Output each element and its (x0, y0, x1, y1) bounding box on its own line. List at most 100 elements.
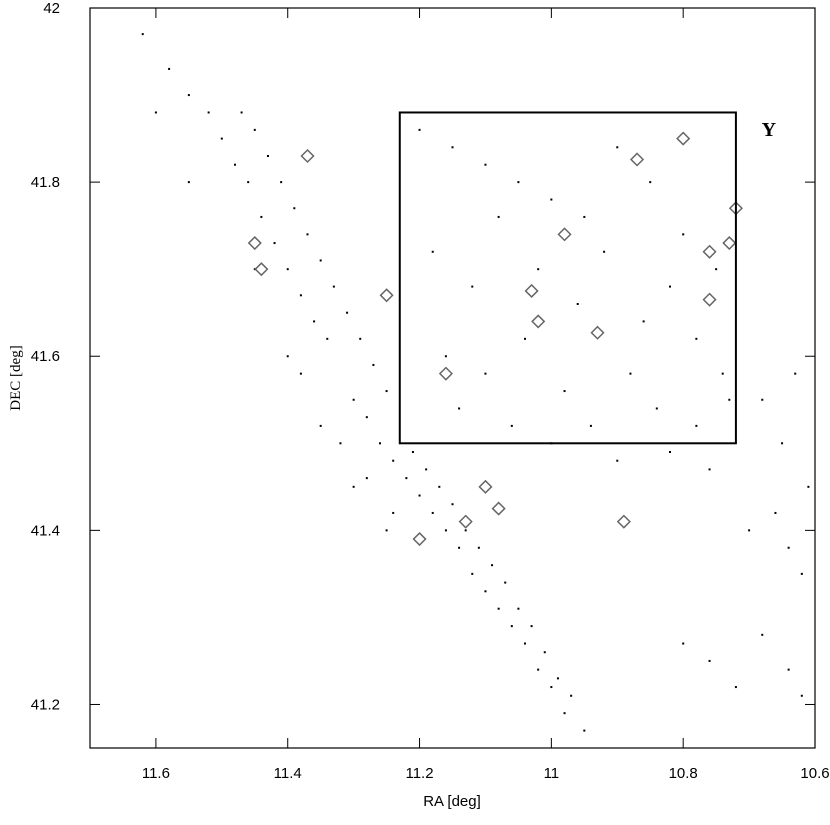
star-dot (372, 363, 375, 366)
star-dot (807, 485, 810, 488)
diamond-marker (702, 244, 717, 259)
star-dot (313, 320, 316, 323)
star-dot (576, 303, 579, 305)
diamond-marker (438, 366, 453, 381)
star-dot (385, 390, 388, 393)
star-dot (649, 181, 652, 184)
region-box (398, 111, 737, 445)
star-dot (510, 424, 513, 427)
star-dot (497, 607, 500, 610)
star-dot (471, 285, 474, 288)
star-dot (286, 268, 289, 271)
star-dot (774, 511, 777, 514)
diamond-marker (254, 262, 269, 277)
star-dot (787, 546, 790, 549)
star-dot (550, 198, 553, 201)
star-dot (379, 442, 381, 445)
star-dot (154, 111, 157, 114)
x-tick-label: 11.6 (142, 765, 170, 782)
diamond-marker (676, 131, 691, 146)
star-dot (253, 128, 256, 131)
star-dot (405, 477, 408, 480)
star-dot (359, 337, 362, 340)
diamond-marker (531, 314, 546, 329)
star-dot (721, 372, 724, 375)
star-dot (794, 372, 797, 375)
x-tick-label: 11.2 (405, 765, 433, 782)
star-dot (306, 233, 309, 236)
star-dot (240, 111, 243, 114)
x-tick-label: 11.4 (274, 765, 302, 782)
star-dot (761, 633, 764, 636)
star-dot (563, 390, 566, 393)
star-dot (352, 398, 355, 401)
x-tick-label: 11 (544, 765, 560, 782)
star-dot (761, 398, 764, 401)
star-dot (484, 372, 487, 375)
y-tick-label: 41.8 (31, 174, 60, 191)
y-tick-label: 41.6 (31, 348, 60, 365)
star-dot (715, 268, 718, 271)
star-dot (425, 468, 428, 471)
star-dot (339, 442, 342, 445)
x-tick-label: 10.6 (800, 765, 829, 782)
star-dot (280, 181, 283, 184)
star-dot (589, 424, 592, 427)
star-dot (168, 67, 171, 70)
star-dot (451, 146, 454, 149)
star-dot (299, 372, 302, 375)
star-dot (563, 712, 566, 715)
star-dot (477, 546, 480, 549)
star-dot (800, 694, 803, 697)
star-dot (583, 729, 586, 732)
star-dot (583, 215, 586, 218)
star-dot (787, 668, 790, 671)
star-dot (438, 485, 441, 488)
y-tick-label: 42 (43, 0, 60, 17)
diamond-marker (590, 325, 605, 340)
region-label: Y (762, 119, 777, 141)
star-dot (286, 355, 289, 358)
star-dot (392, 511, 395, 514)
plot-frame (89, 7, 816, 749)
star-dot (411, 451, 414, 453)
diamond-marker (629, 152, 645, 167)
star-dot (708, 659, 711, 662)
diamond-marker (379, 288, 394, 303)
star-dot (603, 250, 606, 253)
star-dot (537, 268, 540, 271)
star-dot (550, 686, 553, 689)
x-axis-label: RA [deg] (423, 793, 481, 810)
star-dot (524, 337, 526, 340)
star-dot (365, 416, 368, 419)
diamond-marker (491, 501, 506, 516)
star-dot (319, 259, 322, 262)
star-dot (537, 668, 540, 671)
star-dot (800, 572, 803, 575)
diamond-marker (247, 235, 262, 251)
star-dot (187, 181, 190, 184)
star-dot (299, 294, 302, 297)
star-dot (273, 242, 276, 245)
star-dot (418, 128, 421, 131)
star-dot (728, 398, 731, 401)
star-dot (458, 407, 461, 410)
diamond-marker (722, 235, 737, 251)
y-tick-label: 41.4 (31, 522, 60, 539)
star-dot (187, 94, 190, 97)
star-dot (458, 546, 461, 549)
star-dot (141, 33, 144, 36)
star-dot (517, 607, 520, 610)
y-axis-label: DEC [deg] (8, 345, 24, 410)
star-dot (629, 372, 632, 375)
star-dot (695, 337, 698, 340)
star-dot (352, 485, 355, 488)
diamond-marker (412, 531, 427, 547)
star-dot (570, 694, 573, 697)
diamond-marker (524, 283, 539, 299)
star-dot (556, 677, 559, 680)
star-dot (682, 233, 685, 236)
star-dot (734, 686, 737, 689)
